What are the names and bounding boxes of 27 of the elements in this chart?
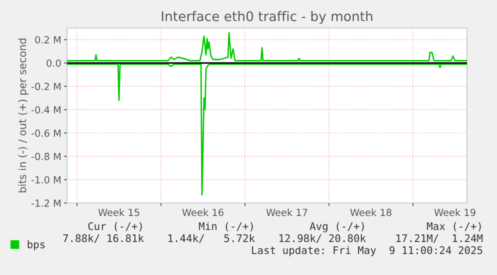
text: Max (-/+) <box>426 222 481 232</box>
text: 12.98k/ 20.80k <box>279 234 366 243</box>
y-axis-title: bits in (-) / out (+) per second <box>18 38 28 192</box>
x-tick-label: Week 15 <box>98 208 140 216</box>
text: Last update: Fri May 9 11:00:24 2025 <box>252 246 482 256</box>
chart-title: Interface eth0 traffic - by month <box>162 11 372 24</box>
y-tick-label: 0.0 <box>46 59 61 67</box>
text: Min (-/+) <box>198 222 253 232</box>
text: Cur (-/+) <box>88 222 142 232</box>
x-tick-label: Week 17 <box>266 208 308 216</box>
y-tick-label: -0.6 M <box>31 129 60 137</box>
text: 17.21M/ 1.24M <box>396 234 483 243</box>
text: 7.88k/ 16.81k <box>63 234 144 243</box>
text: 1.44k/ 5.72k <box>168 234 255 243</box>
x-tick-label: Week 16 <box>182 208 224 216</box>
legend-label: bps <box>28 240 45 250</box>
x-tick-label: Week 19 <box>434 208 476 216</box>
y-tick-label: -0.2 M <box>31 82 60 90</box>
y-tick-label: -1.2 M <box>31 199 60 207</box>
text: Avg (-/+) <box>310 222 364 232</box>
y-tick-label: -0.4 M <box>31 106 60 114</box>
x-tick-label: Week 18 <box>350 208 392 216</box>
y-tick-label: 0.2 M <box>35 36 60 44</box>
y-tick-label: -0.8 M <box>31 152 60 160</box>
y-tick-label: -1.0 M <box>31 176 60 184</box>
line-series <box>67 63 467 196</box>
line-series <box>67 32 467 62</box>
